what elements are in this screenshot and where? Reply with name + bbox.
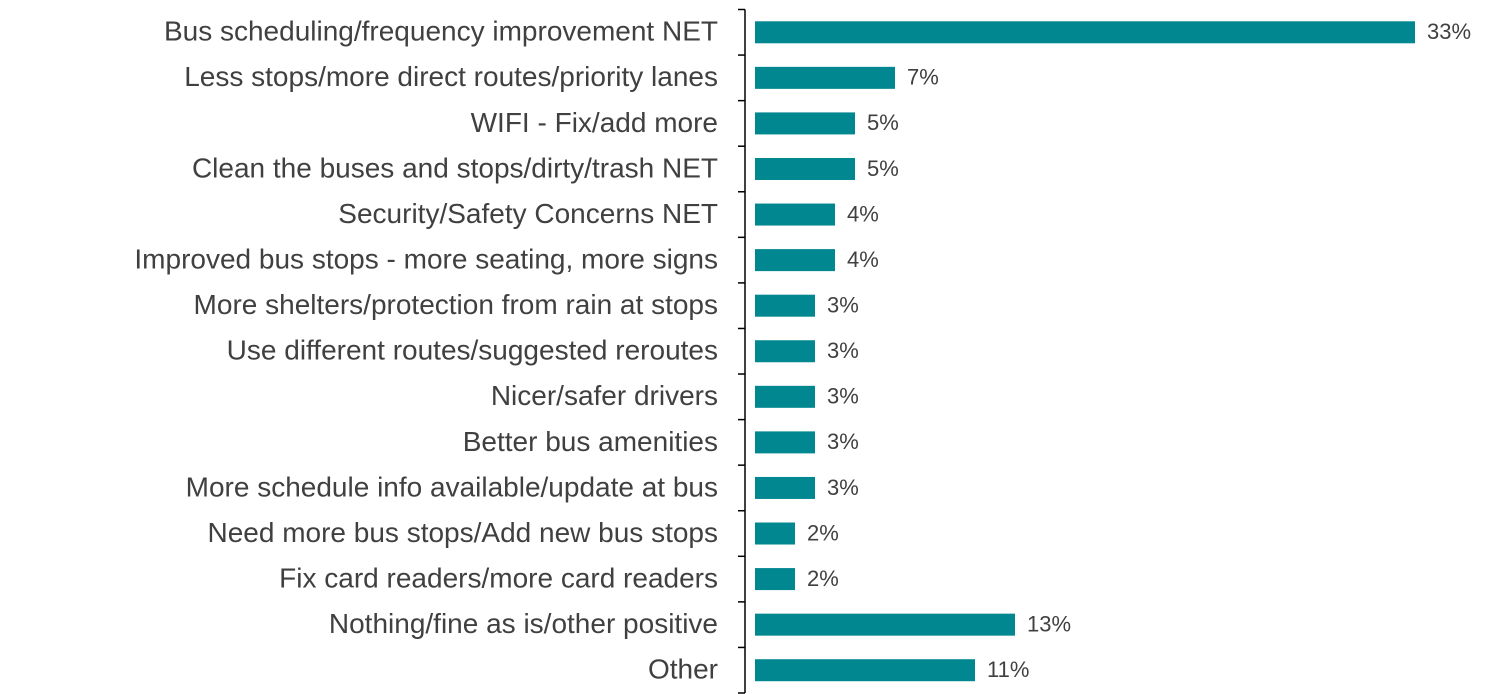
bar [755,21,1415,44]
bar [755,157,855,180]
data-label: 4% [847,201,879,226]
y-tick-label: Other [648,654,718,685]
bar [755,568,795,591]
bar [755,431,815,454]
y-tick-label: Bus scheduling/frequency improvement NET [164,16,718,47]
data-label: 3% [827,338,859,363]
y-tick-label: Need more bus stops/Add new bus stops [207,517,718,548]
data-label: 13% [1027,611,1071,636]
y-tick-label: Use different routes/suggested reroutes [227,335,718,366]
y-tick-label: Better bus amenities [463,426,718,457]
y-tick-label: Nicer/safer drivers [491,380,718,411]
y-tick-label: Clean the buses and stops/dirty/trash NE… [192,152,718,183]
y-tick-label: Security/Safety Concerns NET [338,198,718,229]
data-label: 5% [867,156,899,181]
bar [755,476,815,499]
data-label: 2% [807,520,839,545]
bar [755,203,835,226]
data-label: 2% [807,566,839,591]
bar [755,613,1015,636]
bar [755,294,815,317]
y-tick-label: Nothing/fine as is/other positive [329,608,718,639]
data-label: 11% [987,657,1029,682]
data-label: 7% [907,65,939,90]
data-label: 3% [827,475,859,500]
bar [755,522,795,545]
data-label: 4% [847,247,879,272]
bar [755,249,835,272]
data-label: 3% [827,429,859,454]
y-tick-label: Fix card readers/more card readers [279,562,718,593]
y-tick-label: WIFI - Fix/add more [471,107,718,138]
bar [755,340,815,363]
bar [755,112,855,135]
data-label: 3% [827,384,859,409]
bar [755,385,815,408]
y-tick-label: More shelters/protection from rain at st… [194,289,718,320]
y-tick-label: More schedule info available/update at b… [186,471,718,502]
bar [755,659,975,682]
bar [755,66,895,89]
data-label: 33% [1427,19,1471,44]
data-label: 5% [867,110,899,135]
data-label: 3% [827,292,859,317]
y-tick-label: Improved bus stops - more seating, more … [134,244,718,275]
y-tick-label: Less stops/more direct routes/priority l… [184,61,718,92]
